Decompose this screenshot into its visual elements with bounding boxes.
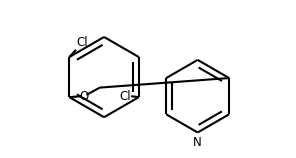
Text: Cl: Cl [119, 90, 131, 103]
Text: Cl: Cl [77, 36, 88, 49]
Text: O: O [79, 90, 88, 103]
Text: N: N [193, 136, 202, 149]
